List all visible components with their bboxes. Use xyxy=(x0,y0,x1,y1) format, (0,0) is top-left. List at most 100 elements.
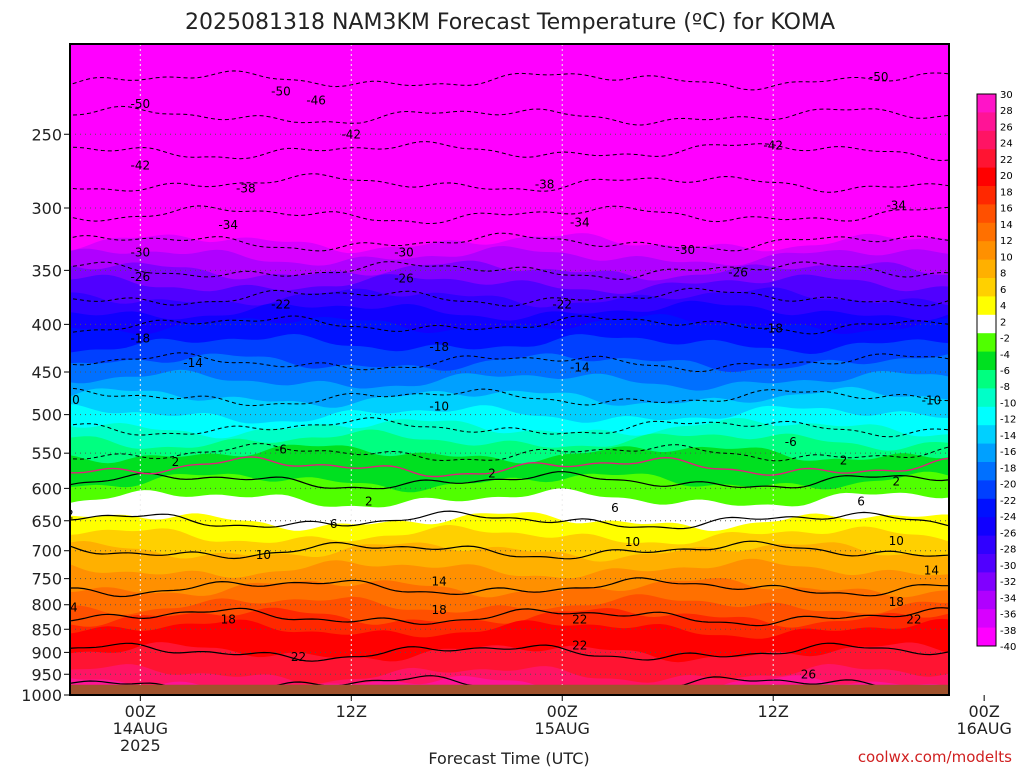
isotherm-label: -50 xyxy=(131,97,151,111)
isotherm-label: 14 xyxy=(62,600,77,614)
isotherm-label: -46 xyxy=(306,94,326,108)
isotherm-label: -14 xyxy=(570,360,590,374)
isotherm-label: 22 xyxy=(572,639,587,653)
isotherm-label: -10 xyxy=(922,394,942,408)
pressure-tick-label: 1000 xyxy=(21,686,62,705)
isotherm-line xyxy=(70,141,949,162)
time-tick-label: 12Z xyxy=(758,702,789,721)
isotherm-label: 14 xyxy=(432,574,447,588)
colorbar-label: 14 xyxy=(1000,220,1013,231)
colorbar-label: -14 xyxy=(1000,431,1016,442)
colorbar-swatch xyxy=(977,370,996,389)
isotherm-label: 10 xyxy=(889,534,904,548)
isotherm-label: -38 xyxy=(535,177,555,191)
pressure-tick-label: 350 xyxy=(31,261,62,280)
pressure-tick-label: 750 xyxy=(31,570,62,589)
colorbar-swatch xyxy=(977,443,996,463)
colorbar-label: -30 xyxy=(1000,561,1016,572)
colorbar-label: -26 xyxy=(1000,528,1016,539)
isotherm-label: -6 xyxy=(785,435,797,449)
pressure-tick-label: 450 xyxy=(31,363,62,382)
isotherm-label: -50 xyxy=(869,70,889,84)
colorbar-label: 26 xyxy=(1000,122,1013,133)
isotherm-line xyxy=(70,510,949,530)
plot-frame xyxy=(69,43,950,696)
colorbar-swatch xyxy=(977,296,996,316)
isotherm-label: -26 xyxy=(728,266,748,280)
colorbar-label: -12 xyxy=(1000,415,1016,426)
isotherm-label: -10 xyxy=(60,393,80,407)
colorbar-swatch xyxy=(977,333,996,352)
isotherm-label: -22 xyxy=(271,298,291,312)
isotherm-label: -26 xyxy=(131,270,151,284)
isotherm-label: -6 xyxy=(275,442,287,456)
colorbar-label: 10 xyxy=(1000,252,1013,263)
pressure-tick-label: 900 xyxy=(31,643,62,662)
credit-text: coolwx.com/modelts xyxy=(858,748,1012,766)
colorbar-label: 12 xyxy=(1000,236,1013,247)
pressure-axis: 250 300 350 400 450 500 550 600 650 700 750 800 850 9… xyxy=(21,125,70,705)
colorbar-label: 8 xyxy=(1000,269,1006,280)
colorbar-swatch xyxy=(977,259,996,279)
isotherm-label: 14 xyxy=(924,563,939,577)
colorbar-swatch xyxy=(977,204,996,224)
isotherm-label: -34 xyxy=(570,216,590,230)
colorbar-label: 4 xyxy=(1000,301,1006,312)
colorbar-swatch xyxy=(977,130,996,150)
colorbar-label: -36 xyxy=(1000,610,1016,621)
isotherm-label: -26 xyxy=(394,271,414,285)
isotherm-label: 6 xyxy=(330,517,338,531)
isotherm-label: 2 xyxy=(172,455,180,469)
colorbar-label: -40 xyxy=(1000,642,1016,653)
isotherm-labels: -50 -50 -50 -46 -42 -42 -42 -38 -38 -34 -34 -34 -30 -… xyxy=(60,70,942,681)
color-scale-legend: 30 28 26 24 22 20 18 16 14 12 10 8 6 4 2 -2 -4 -6 -8 -10 -12… xyxy=(976,90,1016,653)
pressure-tick-label: 600 xyxy=(31,479,62,498)
isotherm-label: 22 xyxy=(291,650,306,664)
isotherm-label: -42 xyxy=(131,158,151,172)
pressure-tick-label: 500 xyxy=(31,406,62,425)
colorbar-swatch xyxy=(977,149,996,168)
colorbar-frame xyxy=(976,93,997,647)
isotherm-label: -34 xyxy=(218,218,238,232)
isotherm-label: 10 xyxy=(625,535,640,549)
isotherm-label: 26 xyxy=(801,667,816,681)
time-tick-label: 16AUG xyxy=(956,719,1011,738)
isotherm-label: 18 xyxy=(889,595,904,609)
isotherm-line xyxy=(70,70,949,91)
isotherm-line xyxy=(70,607,949,627)
freezing-line xyxy=(70,456,949,478)
isotherm-label: 6 xyxy=(611,501,619,515)
temperature-color-bands xyxy=(70,218,949,695)
colorbar-label: 16 xyxy=(1000,204,1013,215)
isotherm-label: 18 xyxy=(221,613,236,627)
isotherm-label: 6 xyxy=(857,495,865,509)
isotherm-label: -30 xyxy=(675,243,695,257)
isotherm-label: -50 xyxy=(271,85,291,99)
isotherm-line xyxy=(70,173,949,193)
colorbar-label: -28 xyxy=(1000,545,1016,556)
isotherm-label: -30 xyxy=(131,246,151,260)
isotherm-label: -10 xyxy=(429,399,449,413)
colorbar-swatch xyxy=(977,112,996,132)
pressure-tick-label: 300 xyxy=(31,199,62,218)
gridlines xyxy=(70,44,949,695)
isotherm-label: 2 xyxy=(840,453,848,467)
colorbar-label: 20 xyxy=(1000,171,1013,182)
isotherm-line xyxy=(70,417,949,438)
isotherm-label: -30 xyxy=(394,246,414,260)
isotherm-line xyxy=(70,642,949,662)
isotherm-label: -34 xyxy=(886,198,906,212)
colorbar-swatch xyxy=(977,609,996,628)
isotherm-line xyxy=(70,577,948,598)
pressure-tick-label: 650 xyxy=(31,512,62,531)
isotherm-line xyxy=(70,471,949,490)
isotherm-line xyxy=(70,315,949,335)
isotherm-line xyxy=(70,205,949,225)
colorbar-swatch xyxy=(977,554,996,573)
colorbar-swatch xyxy=(977,222,996,242)
isotherm-label: -38 xyxy=(236,182,256,196)
colorbar-label: -8 xyxy=(1000,382,1010,393)
colorbar-swatch xyxy=(977,498,996,518)
chart-title: 2025081318 NAM3KM Forecast Temperature (… xyxy=(185,10,835,35)
